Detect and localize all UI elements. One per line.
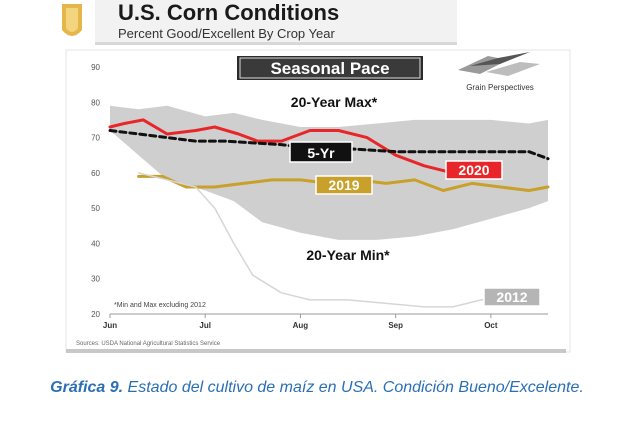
series-label-5-yr: 5-Yr [307,145,335,161]
x-tick-label: Aug [293,321,309,330]
x-tick-label: Jul [199,321,211,330]
footnote-text: *Min and Max excluding 2012 [114,302,206,309]
series-label-2020: 2020 [458,162,489,178]
seasonal-pace-title: Seasonal Pace [270,59,389,78]
header-shadow [95,42,457,45]
chart-main-title: U.S. Corn Conditions [118,0,339,25]
series-label-2019: 2019 [328,177,359,193]
series-line-2020 [108,118,455,175]
y-tick-label: 50 [91,204,100,213]
header-banner [95,0,457,42]
corn-conditions-chart: U.S. Corn Conditions Percent Good/Excell… [62,0,571,353]
y-tick-label: 20 [91,310,100,319]
figure-caption: Gráfica 9. Estado del cultivo de maíz en… [0,379,634,397]
range-band [110,105,548,240]
caption-text: Estado del cultivo de maíz en USA. Condi… [123,379,584,396]
axes: 20 30 40 50 60 70 80 90 Jun Jul Aug Sep Oct [91,63,548,330]
x-tick-label: Sep [388,321,403,330]
series-label-box-2019 [315,175,373,195]
max-label: 20-Year Max* [291,94,378,110]
caption-prefix: Gráfica 9. [50,379,124,396]
x-tick-label: Jun [103,321,117,330]
corn-logo-icon [62,4,82,36]
y-tick-label: 80 [91,98,100,107]
seasonal-pace-inner [239,57,421,79]
min-label: 20-Year Min* [306,247,390,263]
y-tick-label: 30 [91,275,100,284]
series-label-box-5-yr [289,141,353,163]
source-text: Sources: USDA National Agricultural Stat… [76,341,221,347]
y-tick-label: 60 [91,169,100,178]
y-tick-label: 90 [91,63,100,72]
x-tick-label: Oct [484,321,498,330]
chart-main-subtitle: Percent Good/Excellent By Crop Year [118,26,335,41]
series-label-2012: 2012 [496,289,527,305]
series-line-2012 [137,172,530,308]
chart-panel-bottom-shadow [66,349,566,353]
brand-label: Grain Perspectives [466,83,534,92]
grain-perspectives-logo-icon [458,52,540,76]
series-label-box-2020 [445,160,503,180]
series-labels: 20-Year Max* 20-Year Min* 2020 5-Yr 2019 2012 [289,94,541,307]
y-tick-label: 70 [91,134,100,143]
series-label-box-2012 [483,287,541,307]
y-tick-label: 40 [91,239,100,248]
